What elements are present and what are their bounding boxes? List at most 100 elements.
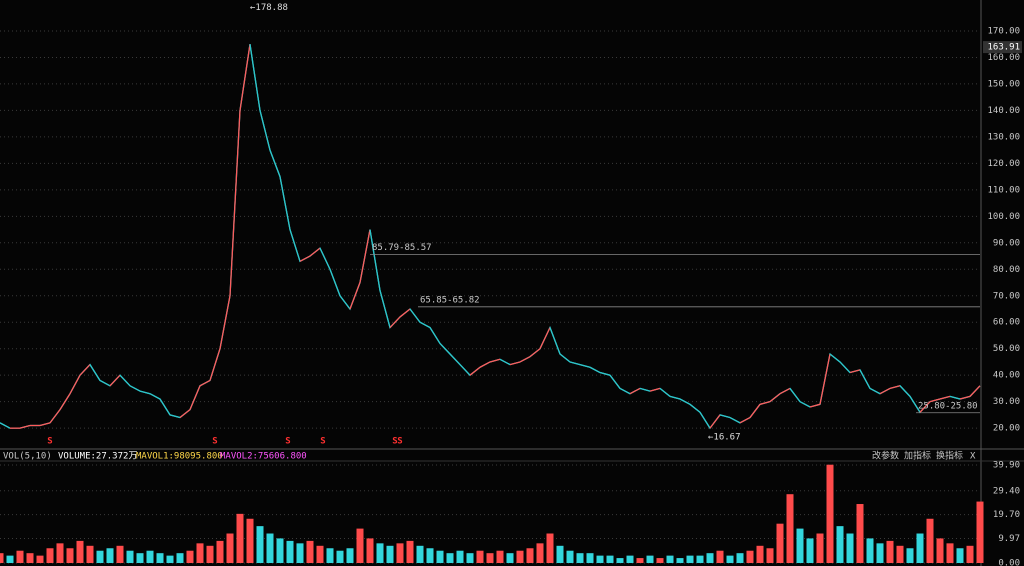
price-segment	[469, 366, 481, 376]
price-segment	[209, 348, 221, 381]
volume-bar	[306, 540, 314, 563]
volume-bar	[396, 543, 404, 563]
price-segment	[879, 387, 891, 395]
price-segment	[289, 229, 301, 262]
volume-bar	[816, 533, 824, 563]
price-segment	[799, 401, 811, 408]
price-segment	[19, 424, 31, 429]
level-label: 25.80-25.80	[918, 401, 978, 411]
price-segment	[969, 385, 981, 397]
price-segment	[299, 255, 311, 262]
price-segment	[269, 149, 281, 177]
price-segment	[419, 321, 431, 329]
price-segment	[889, 385, 901, 390]
button[interactable]: 加指标	[904, 450, 931, 462]
volume-bar	[876, 543, 884, 563]
y-tick-label: 60.00	[993, 318, 1020, 328]
volume-bar	[606, 555, 614, 563]
volume-bar	[776, 523, 784, 563]
volume-bar	[456, 550, 464, 563]
y-tick-label: 120.00	[987, 159, 1020, 169]
price-segment	[89, 364, 101, 381]
volume-bar	[296, 543, 304, 563]
level-label: 85.79-85.57	[372, 243, 432, 253]
price-segment	[789, 388, 801, 403]
price-segment	[559, 353, 571, 363]
price-segment	[499, 358, 511, 366]
price-segment	[329, 269, 341, 296]
price-segment	[809, 403, 821, 408]
last-price-box	[983, 41, 1022, 54]
volume-bar	[916, 533, 924, 563]
volume-bar	[976, 501, 984, 563]
price-segment	[629, 387, 641, 395]
volume-bar	[66, 548, 74, 563]
volume-bar	[46, 548, 54, 563]
price-segment	[819, 353, 831, 405]
volume-bar	[316, 545, 324, 563]
signal: S	[392, 437, 397, 447]
price-segment	[139, 390, 151, 395]
signal: S	[285, 437, 290, 447]
volume-bar	[336, 550, 344, 563]
price-segment	[769, 393, 781, 403]
volume-bar	[176, 553, 184, 563]
volume-bar	[166, 555, 174, 563]
volume-bar	[136, 553, 144, 563]
volume-bar	[16, 550, 24, 563]
y-tick-label: 19.70	[993, 510, 1020, 520]
volume-bar	[446, 553, 454, 563]
volume-bar	[556, 545, 564, 563]
signal: S	[212, 437, 217, 447]
price-segment	[909, 396, 921, 413]
volume-bar	[736, 553, 744, 563]
price-segment	[379, 290, 391, 328]
volume-bar	[806, 538, 814, 563]
price-segment	[549, 327, 561, 355]
volume-bar	[896, 545, 904, 563]
volume-bar	[546, 533, 554, 563]
price-segment	[369, 229, 381, 291]
button[interactable]: 改参数	[872, 450, 899, 462]
price-mark: ←16.67	[708, 432, 741, 442]
close-button[interactable]: X	[970, 452, 976, 462]
volume-bar	[196, 543, 204, 563]
price-segment	[39, 422, 51, 427]
volume-bar	[576, 553, 584, 563]
price-segment	[179, 409, 191, 419]
price-segment	[679, 398, 691, 405]
volume-bar	[126, 550, 134, 563]
price-line	[0, 44, 981, 430]
price-segment	[609, 374, 621, 389]
button[interactable]: 换指标	[936, 450, 963, 462]
price-segment	[429, 327, 441, 344]
price-segment	[689, 403, 701, 413]
volume-bar	[696, 555, 704, 563]
y-tick-label: 39.90	[993, 460, 1020, 470]
volume-bar	[246, 518, 254, 563]
volume-bar	[866, 538, 874, 563]
volume-bar	[96, 550, 104, 563]
price-segment	[389, 316, 401, 328]
price-segment	[459, 364, 471, 376]
price-segment	[189, 385, 201, 410]
price-segment	[719, 414, 731, 419]
volume-bar	[466, 553, 474, 563]
y-tick-label: 80.00	[993, 265, 1020, 275]
price-segment	[869, 387, 881, 395]
volume-bar	[416, 545, 424, 563]
price-segment	[859, 369, 871, 389]
volume-bar	[616, 558, 624, 563]
price-segment	[109, 374, 121, 387]
volume-bar	[936, 538, 944, 563]
price-segment	[119, 374, 131, 387]
volume-bar	[646, 555, 654, 563]
y-tick-label: 150.00	[987, 79, 1020, 89]
price-segment	[739, 416, 751, 424]
volume-bar	[206, 545, 214, 563]
volume-bar	[146, 550, 154, 563]
price-segment	[899, 385, 911, 397]
y-tick-label: 50.00	[993, 344, 1020, 354]
volume-bar	[626, 555, 634, 563]
price-segment	[409, 308, 421, 323]
